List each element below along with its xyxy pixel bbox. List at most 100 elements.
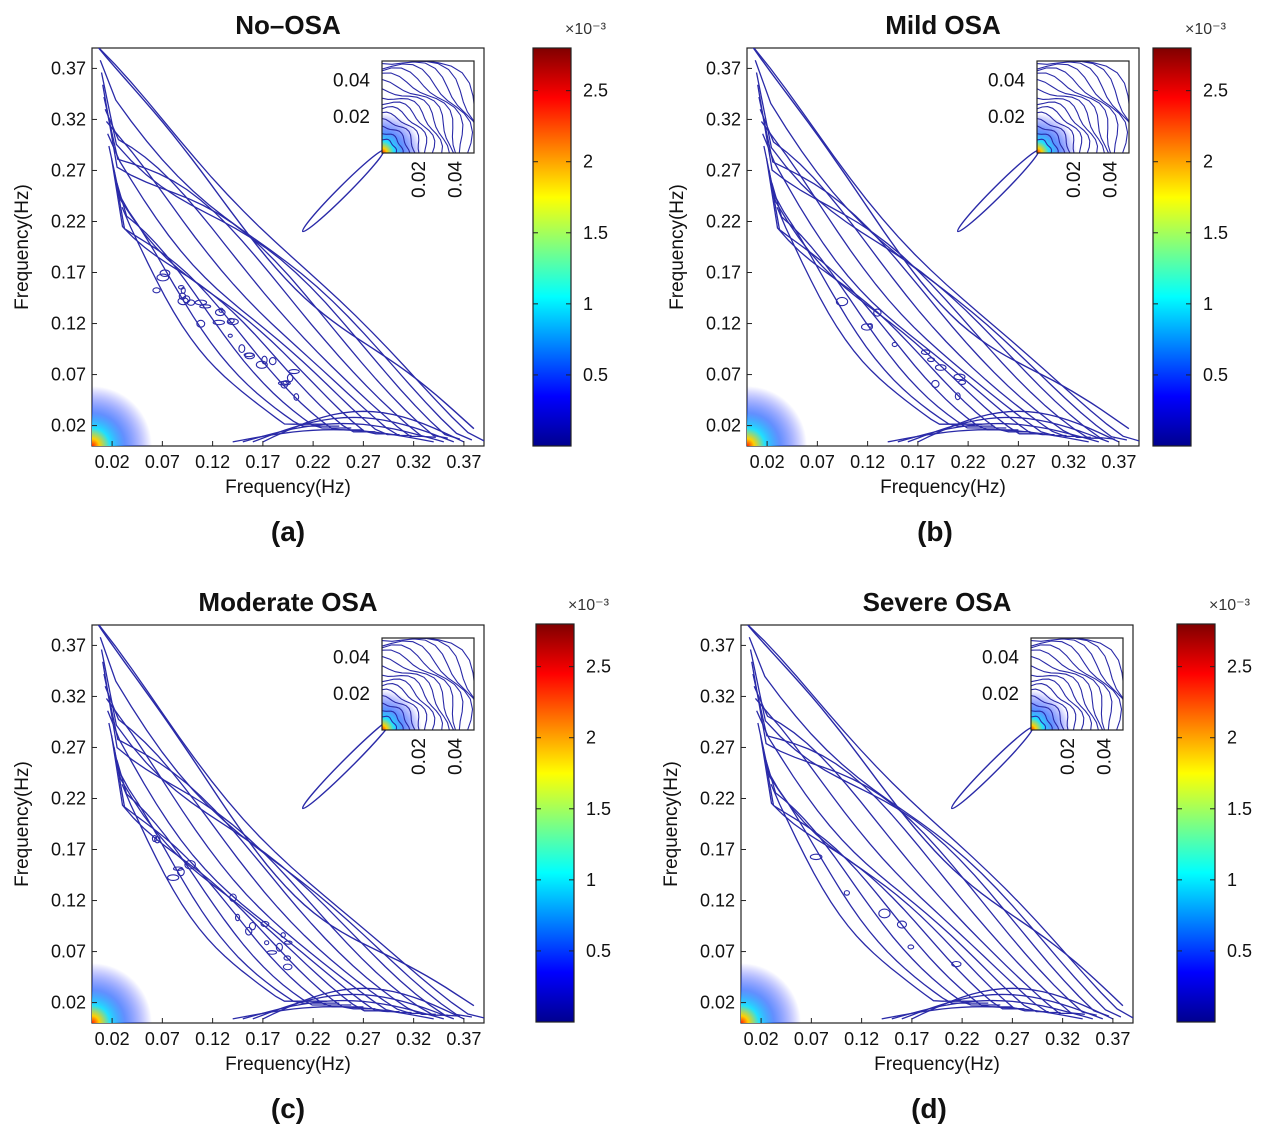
inset-y-tick-label: 0.04 <box>333 70 370 91</box>
x-tick-label: 0.02 <box>95 452 130 472</box>
contour-hump <box>232 1006 434 1020</box>
inset-contour-line <box>382 702 411 730</box>
contour-blob <box>907 944 915 950</box>
y-tick-label: 0.07 <box>51 365 86 385</box>
inset-frame <box>381 637 475 731</box>
inset-contour-line <box>382 101 436 153</box>
contour-line <box>748 637 1122 1018</box>
inset: 0.02 0.04 0.02 0.04 <box>982 637 1124 775</box>
inset-contours <box>382 61 474 153</box>
contour-blob <box>266 950 278 955</box>
panel-caption: (b) <box>917 516 953 547</box>
contour-blob <box>283 940 293 945</box>
inset-contour-line <box>1037 106 1083 153</box>
colorbar-gradient <box>532 47 572 447</box>
contour-blob <box>835 296 849 307</box>
inset-contour-line <box>1031 640 1123 730</box>
contour-line <box>116 759 352 1006</box>
y-tick-label: 0.22 <box>51 211 86 231</box>
colorbar-gradient <box>535 623 575 1023</box>
x-tick-label: 0.32 <box>396 1029 431 1049</box>
y-tick-label: 0.22 <box>706 211 741 231</box>
x-tick-label: 0.17 <box>894 1029 929 1049</box>
x-tick-label: 0.32 <box>1045 1029 1080 1049</box>
panel-caption: (d) <box>911 1093 947 1124</box>
contour-line <box>757 722 1037 1012</box>
contour-hump <box>242 422 444 443</box>
contour-line <box>758 96 1091 438</box>
colorbar-gradient <box>1176 623 1216 1023</box>
inset-contour-line <box>1037 63 1129 153</box>
contour-line <box>121 783 328 1002</box>
y-tick-label: 0.37 <box>706 58 741 78</box>
contour-line <box>102 84 448 439</box>
x-tick-label: 0.27 <box>346 452 381 472</box>
colorbar: 0.5 1 1.5 2 2.5 ×10⁻³ <box>1176 597 1252 1023</box>
inset-x-tick-label: 0.04 <box>446 161 467 198</box>
inset-contour-line <box>402 61 474 123</box>
panel-title: Mild OSA <box>885 10 1001 40</box>
contour-blob <box>891 341 898 348</box>
inset-contour-line <box>382 106 428 153</box>
contour-blob <box>261 355 268 365</box>
y-tick-label: 0.12 <box>706 314 741 334</box>
x-tick-label: 0.07 <box>145 452 180 472</box>
inset-contour-line <box>1031 683 1077 730</box>
panel-b: Mild OSA 0.02 0.07 0.12 0.17 0.22 0.27 0.32 0.37… <box>667 10 1228 547</box>
contour-blob <box>159 269 171 278</box>
y-axis-label: Frequency(Hz) <box>667 184 688 310</box>
x-tick-label: 0.07 <box>800 452 835 472</box>
colorbar: 0.5 1 1.5 2 2.5 ×10⁻³ <box>532 21 608 447</box>
inset-contour-line <box>382 132 404 153</box>
contour-hump <box>881 1006 1083 1020</box>
inset-contour-line <box>1037 138 1053 153</box>
panel-c: Moderate OSA 0.02 0.07 0.12 0.17 0.22 0.27 0.32… <box>12 587 611 1124</box>
contour-line <box>773 194 995 427</box>
inset-contour-line <box>382 72 457 153</box>
inset-x-tick-label: 0.02 <box>409 738 430 775</box>
inset-contour-line <box>382 665 450 730</box>
x-tick-label: 0.27 <box>995 1029 1030 1049</box>
contour-line <box>756 710 1049 1013</box>
contour-blob <box>227 333 233 338</box>
contour-line <box>98 625 484 1019</box>
contour-blob <box>234 913 241 922</box>
inset-contour-line <box>1031 702 1060 730</box>
inset-contour-line <box>1037 97 1099 153</box>
y-tick-label: 0.37 <box>51 58 86 78</box>
colorbar-tick-label: 0.5 <box>1227 941 1252 961</box>
inset-contour-line <box>382 649 457 730</box>
x-tick-label: 0.32 <box>396 452 431 472</box>
colorbar-tick-label: 1 <box>1227 870 1237 890</box>
x-tick-label: 0.02 <box>744 1029 779 1049</box>
contour-line <box>753 48 1139 442</box>
contour-blob <box>182 295 191 304</box>
contour-blob <box>152 287 161 294</box>
inset-x-tick-label: 0.02 <box>409 161 430 198</box>
contour-blob <box>172 866 184 871</box>
x-tick-label: 0.22 <box>296 1029 331 1049</box>
contour-blob <box>927 357 936 363</box>
contour-blob <box>954 392 961 401</box>
origin-hotspot <box>92 386 152 446</box>
contour-blob <box>245 926 253 936</box>
contour-blob <box>843 890 850 896</box>
contour-line <box>108 145 388 435</box>
contour-blob <box>248 921 257 931</box>
contour-hump <box>887 429 1089 443</box>
inset-contour-line <box>382 683 428 730</box>
inset-contour-line <box>1037 88 1105 153</box>
contour-hump <box>891 999 1093 1020</box>
y-tick-label: 0.02 <box>706 416 741 436</box>
contour-blob <box>286 373 294 383</box>
contour-blob <box>860 323 873 331</box>
y-tick-label: 0.17 <box>51 263 86 283</box>
inset-contour-line <box>1037 61 1129 124</box>
contour-line <box>110 158 376 433</box>
panel-title: Moderate OSA <box>198 587 377 617</box>
contour-blob <box>264 940 270 946</box>
contour-blob <box>196 319 206 328</box>
inset-contour-line <box>1031 638 1123 701</box>
inset-y-tick-label: 0.04 <box>988 70 1025 91</box>
contour-line <box>116 182 352 429</box>
